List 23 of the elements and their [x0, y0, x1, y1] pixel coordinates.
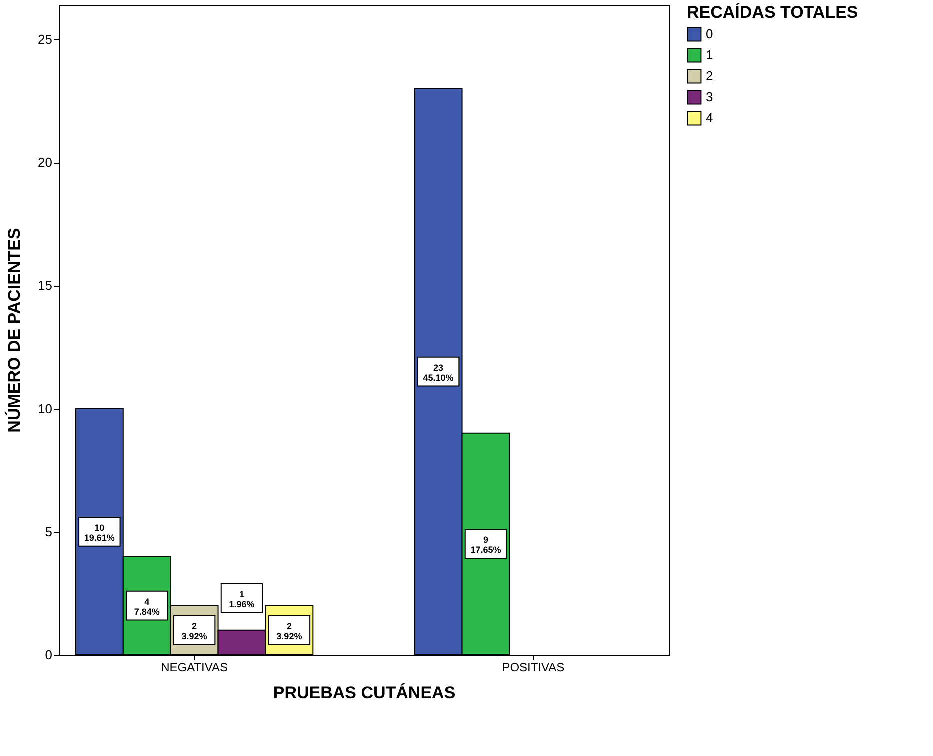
data-label: 9 17.65%: [470, 535, 502, 556]
y-tick-label: 15: [38, 278, 52, 294]
y-tick-label: 20: [38, 155, 52, 170]
data-label: 2 3.92%: [276, 621, 302, 642]
y-tick-label: 0: [45, 648, 52, 662]
legend-label: 1: [706, 48, 714, 62]
data-label: 10 19.61%: [84, 522, 115, 543]
data-label: 23 45.10%: [423, 362, 454, 383]
x-tick-label: POSITIVAS: [502, 660, 565, 674]
y-axis-title: NÚMERO DE PACIENTES: [4, 228, 24, 433]
legend-label: 2: [706, 68, 714, 84]
y-tick-label: 5: [45, 524, 52, 540]
x-tick-label: NEGATIVAS: [161, 660, 228, 674]
x-axis-title: PRUEBAS CUTÁNEAS: [273, 682, 456, 702]
legend-title: RECAÍDAS TOTALES: [687, 2, 858, 22]
y-tick-label: 10: [38, 401, 52, 416]
data-label: 2 3.92%: [182, 621, 208, 642]
legend-label: 4: [706, 110, 714, 126]
y-tick-label: 25: [38, 32, 52, 47]
legend-label: 0: [706, 26, 714, 42]
data-label: 1 1.96%: [229, 589, 255, 610]
data-label: 4 7.84%: [134, 596, 160, 617]
legend-label: 3: [706, 90, 714, 104]
